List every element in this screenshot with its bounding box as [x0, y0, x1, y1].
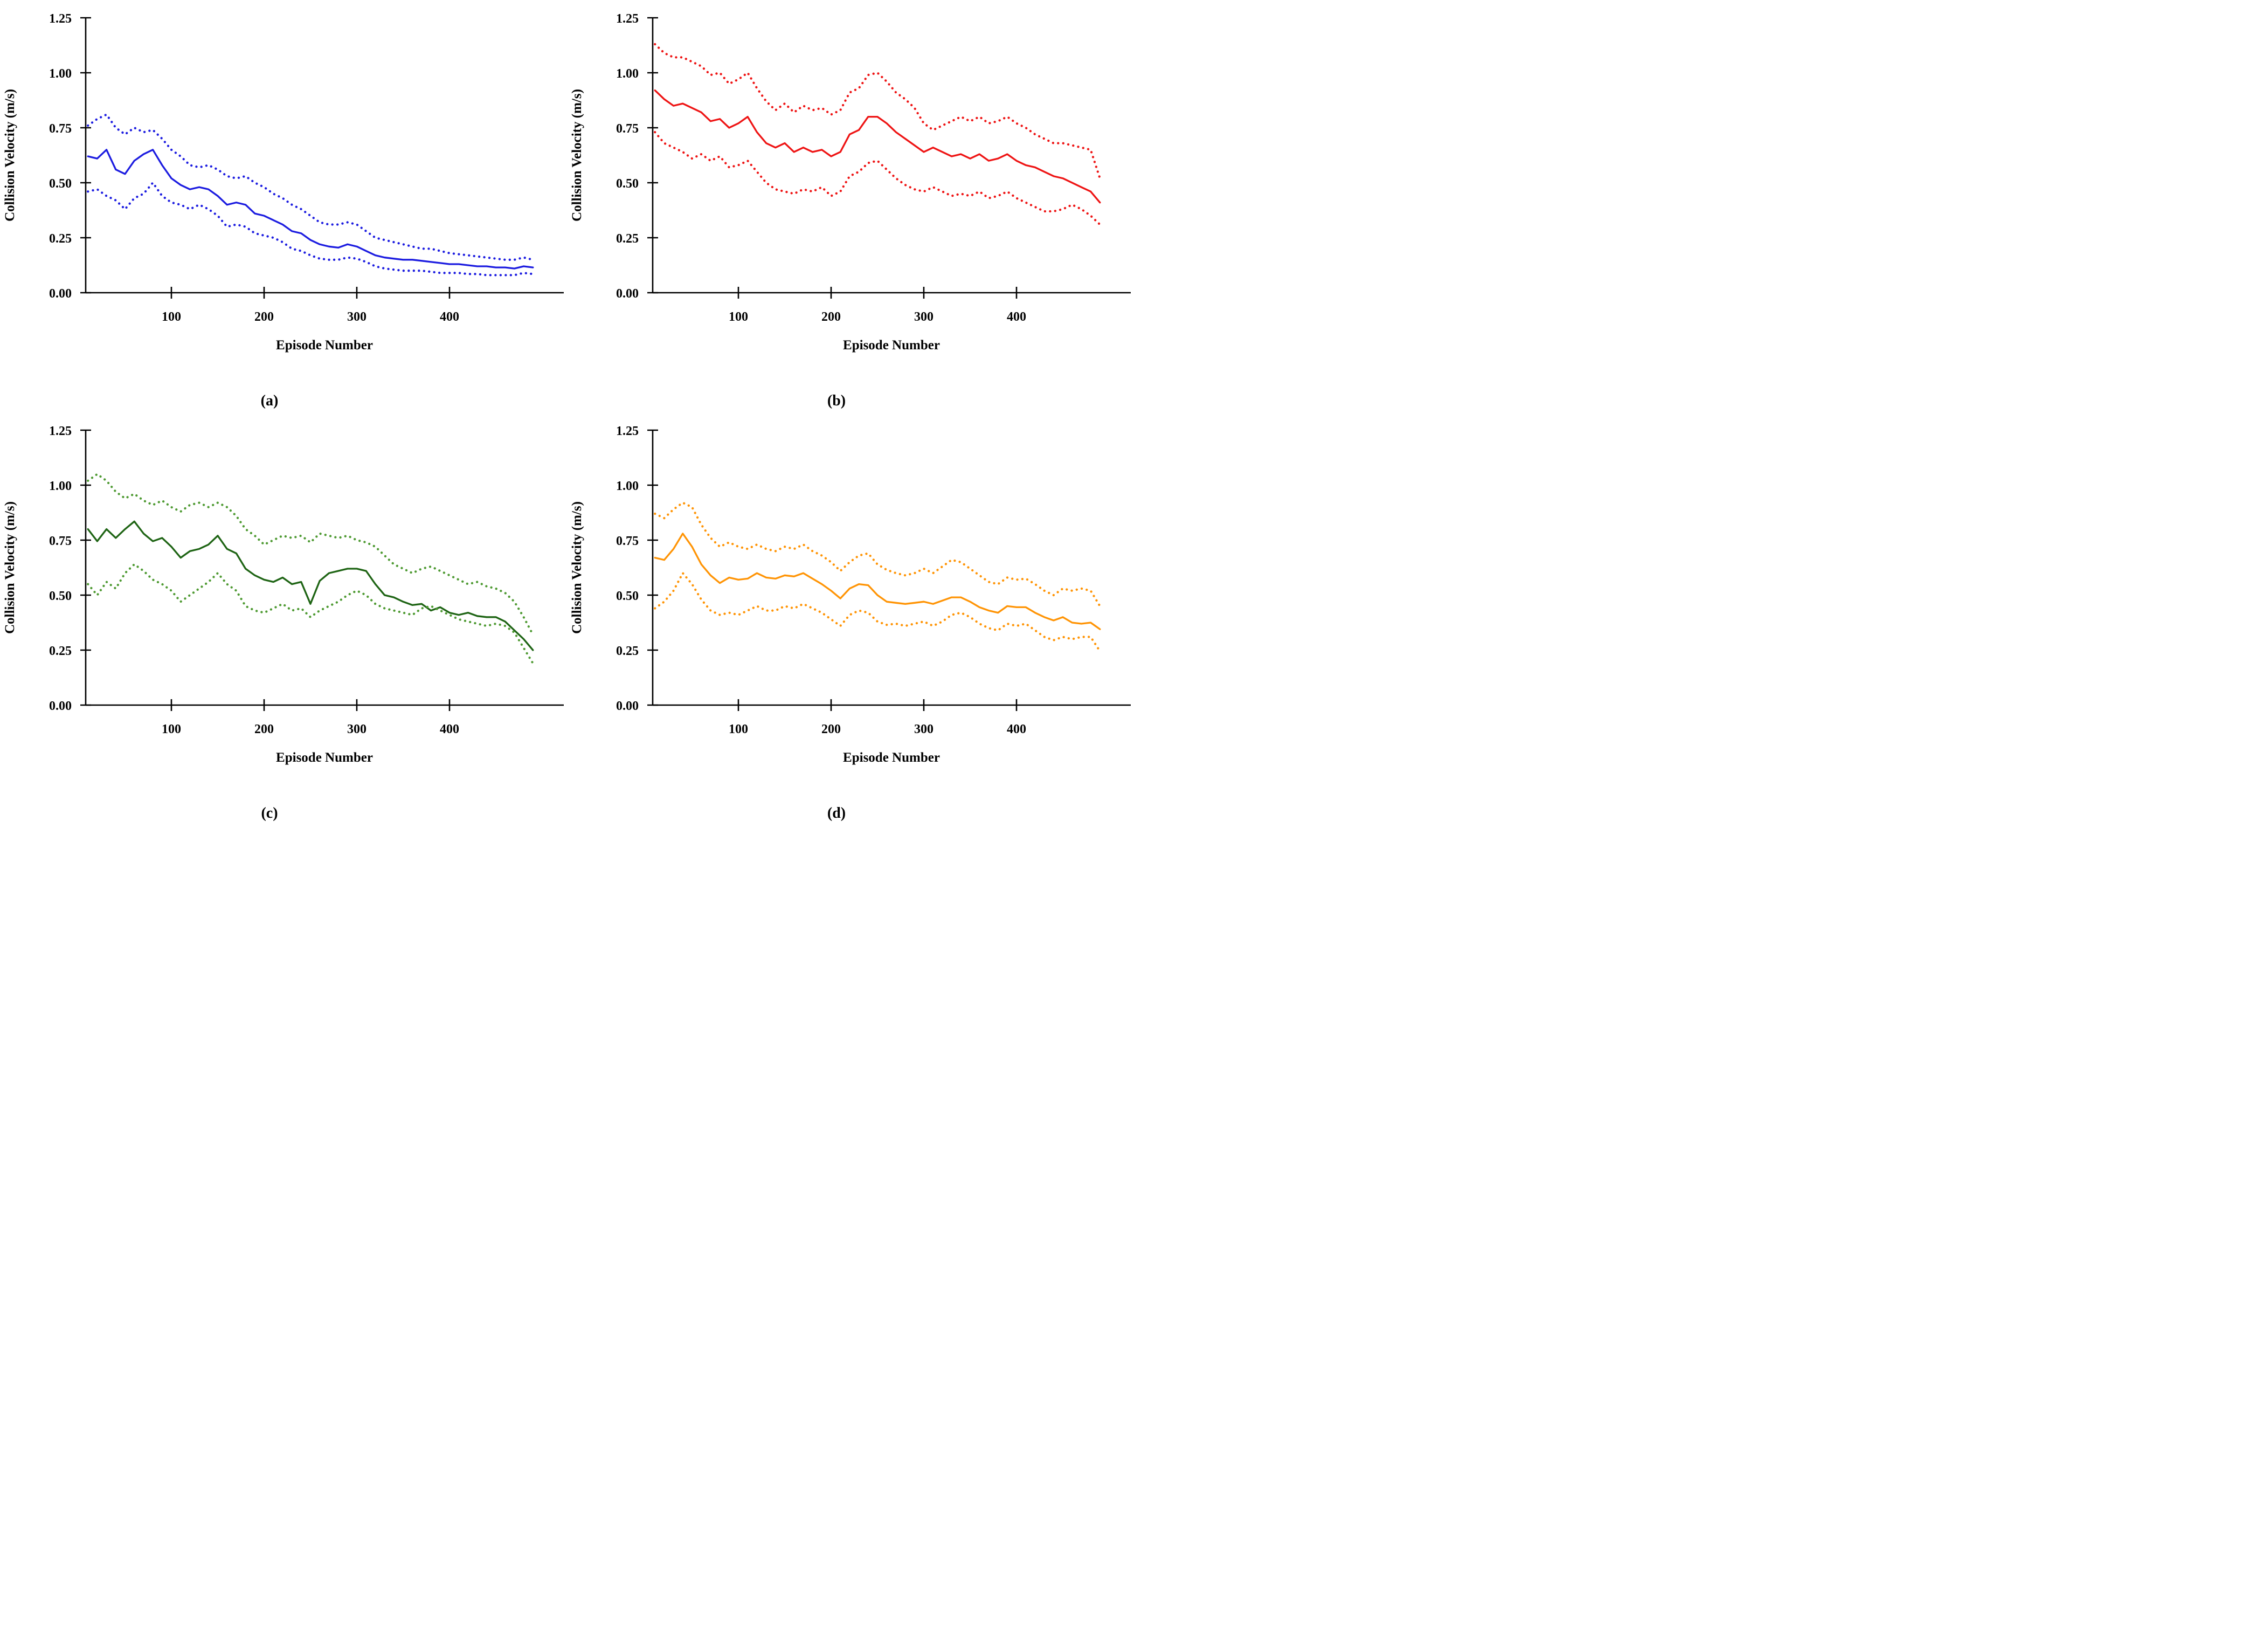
- y-tick-label: 0.75: [49, 534, 72, 548]
- series-lower-bound-line: [87, 181, 534, 277]
- chart-a: 0.00 0.25 0.50 0.75 1.00 1.25 100 200 300 400 Col…: [3, 12, 564, 409]
- panel-b: 0.00 0.25 0.50 0.75 1.00 1.25 100 200 300 400 Col…: [567, 0, 1134, 412]
- x-tick-label: 200: [821, 722, 841, 736]
- x-tick-label: 200: [254, 310, 274, 324]
- x-tick-label: 300: [347, 310, 367, 324]
- series-upper-bound-line: [654, 43, 1101, 180]
- y-tick-label: 0.00: [616, 287, 639, 301]
- y-tick-label: 1.25: [49, 12, 72, 26]
- x-tick-label: 300: [914, 310, 934, 324]
- x-tick-label: 300: [347, 722, 367, 736]
- y-tick-label: 0.25: [616, 644, 639, 658]
- chart-c: 0.00 0.25 0.50 0.75 1.00 1.25 100 200 300 400 Col…: [3, 424, 564, 822]
- y-tick-label: 0.00: [49, 699, 72, 713]
- x-axis-label: Episode Number: [276, 750, 373, 765]
- x-axis-label: Episode Number: [843, 750, 940, 765]
- figure-grid: 0.00 0.25 0.50 0.75 1.00 1.25 100 200 300 400 Col…: [0, 0, 1134, 825]
- x-tick-label: 400: [1007, 310, 1026, 324]
- series-upper-bound-line: [654, 501, 1101, 608]
- y-tick-label: 0.00: [616, 699, 639, 713]
- x-tick-label: 100: [162, 310, 181, 324]
- y-axis-label: Collision Velocity (m/s): [3, 501, 17, 634]
- series-mean-line: [654, 89, 1101, 204]
- panel-d: 0.00 0.25 0.50 0.75 1.00 1.25 100 200 300 400 Col…: [567, 412, 1134, 825]
- x-tick-label: 400: [1007, 722, 1026, 736]
- x-tick-label: 100: [162, 722, 181, 736]
- series-upper-bound-line: [87, 113, 534, 261]
- chart-d: 0.00 0.25 0.50 0.75 1.00 1.25 100 200 300 400 Col…: [570, 424, 1131, 822]
- series-mean-line: [87, 520, 534, 651]
- y-tick-label: 1.00: [49, 67, 72, 81]
- x-axis-label: Episode Number: [843, 338, 940, 353]
- x-tick-label: 400: [440, 310, 459, 324]
- x-tick-label: 200: [254, 722, 274, 736]
- y-tick-label: 0.25: [49, 232, 72, 246]
- x-axis-label: Episode Number: [276, 338, 373, 353]
- y-tick-label: 1.25: [49, 424, 72, 438]
- y-tick-label: 1.00: [616, 67, 639, 81]
- panel-caption: (a): [261, 392, 279, 409]
- y-tick-label: 1.25: [616, 12, 639, 26]
- series-upper-bound-line: [87, 473, 534, 636]
- y-tick-label: 0.50: [616, 177, 639, 191]
- series-mean-line: [654, 533, 1101, 630]
- series-lower-bound-line: [654, 572, 1101, 653]
- panel-caption: (c): [261, 805, 278, 822]
- y-axis-label: Collision Velocity (m/s): [570, 501, 584, 634]
- chart-b: 0.00 0.25 0.50 0.75 1.00 1.25 100 200 300 400 Col…: [570, 12, 1131, 409]
- y-tick-label: 0.25: [49, 644, 72, 658]
- panel-c: 0.00 0.25 0.50 0.75 1.00 1.25 100 200 300 400 Col…: [0, 412, 567, 825]
- y-tick-label: 1.25: [616, 424, 639, 438]
- y-tick-label: 0.75: [616, 534, 639, 548]
- y-tick-label: 0.75: [616, 122, 639, 136]
- y-tick-label: 0.50: [616, 589, 639, 603]
- x-tick-label: 300: [914, 722, 934, 736]
- series-mean-line: [87, 149, 534, 270]
- y-tick-label: 1.00: [49, 479, 72, 493]
- series-lower-bound-line: [87, 563, 534, 665]
- x-tick-label: 200: [821, 310, 841, 324]
- y-axis-label: Collision Velocity (m/s): [3, 89, 17, 222]
- y-tick-label: 0.00: [49, 287, 72, 301]
- x-tick-label: 100: [729, 310, 748, 324]
- y-tick-label: 0.25: [616, 232, 639, 246]
- y-tick-label: 1.00: [616, 479, 639, 493]
- panel-caption: (b): [827, 392, 846, 409]
- y-axis-label: Collision Velocity (m/s): [570, 89, 584, 222]
- x-tick-label: 100: [729, 722, 748, 736]
- y-tick-label: 0.50: [49, 589, 72, 603]
- panel-caption: (d): [827, 805, 846, 822]
- y-tick-label: 0.50: [49, 177, 72, 191]
- x-tick-label: 400: [440, 722, 459, 736]
- y-tick-label: 0.75: [49, 122, 72, 136]
- panel-a: 0.00 0.25 0.50 0.75 1.00 1.25 100 200 300 400 Col…: [0, 0, 567, 412]
- series-lower-bound-line: [654, 131, 1101, 226]
